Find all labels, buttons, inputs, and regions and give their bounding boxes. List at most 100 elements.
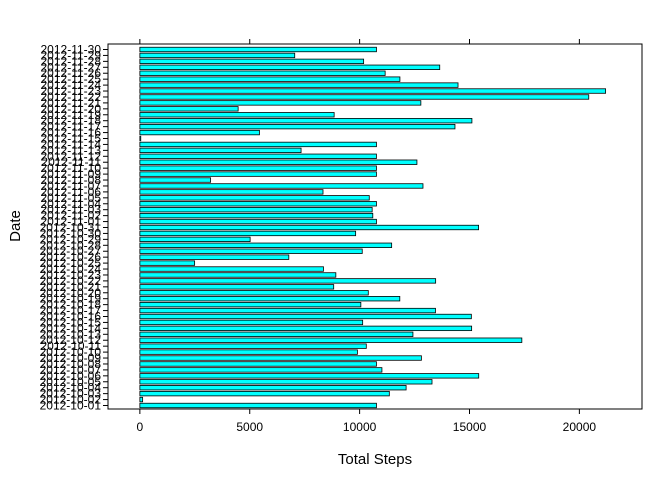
x-tick-label: 10000 [343,420,377,434]
bar [139,141,377,148]
y-tick-label: 2012-11-16 [41,126,102,140]
plot-frame [107,43,643,410]
bar [139,76,401,82]
bar [139,218,377,225]
bar [139,112,335,118]
bar [139,266,324,272]
y-tick-label: 2012-11-21 [41,96,102,110]
y-tick-label: 2012-11-05 [41,191,102,205]
bar [139,106,239,112]
y-tick-label: 2012-10-23 [40,268,102,282]
bar [139,195,370,201]
bar [139,402,377,409]
bar [139,313,472,320]
bar [139,278,437,284]
x-axis-ticks: 0 5000 10000 15000 20000 [137,39,596,434]
bar [139,224,479,231]
y-tick-label: 2012-11-18 [41,114,102,128]
bar [139,325,473,332]
bars-layer [139,46,607,409]
bar [139,390,390,397]
bar [139,46,377,53]
y-tick-label: 2012-10-01 [40,399,102,413]
y-tick-label: 2012-10-25 [40,256,102,270]
y-tick-label: 2012-10-09 [40,351,102,365]
bar [139,367,383,373]
y-tick-label: 2012-10-18 [40,298,102,312]
y-tick-label: 2012-10-06 [40,369,102,383]
bar [139,183,424,189]
y-tick-label: 2012-11-27 [41,60,102,74]
bar [139,361,377,367]
y-tick-label: 2012-11-12 [41,149,102,163]
x-axis-title: Total Steps [338,451,412,468]
y-tick-label: 2012-10-19 [40,292,102,306]
y-tick-label: 2012-10-12 [40,333,102,347]
bar [139,385,407,391]
bar [139,379,433,385]
bar [139,82,459,88]
bar [139,58,365,65]
y-tick-label: 2012-11-01 [41,215,102,229]
y-tick-label: 2012-10-26 [40,250,102,264]
y-tick-label: 2012-10-07 [40,363,102,377]
bar [139,88,607,94]
y-tick-label: 2012-10-21 [40,280,102,294]
bar [139,242,393,248]
bar [139,349,358,355]
bar [139,248,363,254]
y-tick-label: 2012-10-11 [41,339,102,353]
bar [139,177,212,183]
bar [139,70,386,76]
x-tick-label: 15000 [453,420,487,434]
y-tick-label: 2012-11-17 [41,120,102,134]
y-tick-label: 2012-10-13 [40,327,102,341]
y-tick-label: 2012-11-15 [41,132,102,146]
y-tick-label: 2012-11-10 [41,161,102,175]
bar [139,207,373,213]
y-tick-label: 2012-11-19 [41,108,102,122]
bar [139,135,142,142]
bar [139,337,523,343]
y-tick-label: 2012-11-14 [41,137,102,151]
y-tick-label: 2012-10-05 [40,375,102,389]
y-tick-label: 2012-10-10 [40,345,102,359]
x-tick-label: 0 [137,420,144,434]
y-tick-label: 2012-10-17 [40,304,102,318]
bar [139,343,367,349]
y-tick-label: 2012-11-22 [41,90,102,104]
bar [139,171,377,177]
bar [139,296,401,302]
y-tick-label: 2012-10-04 [40,381,102,395]
bar [139,260,196,266]
y-tick-label: 2012-11-30 [41,43,102,57]
bar [139,129,260,136]
y-axis-ticks: 2012-10-012012-10-022012-10-032012-10-04… [40,43,108,413]
y-axis-title: Date [7,210,24,242]
bar [139,373,480,379]
bar [139,94,590,100]
y-tick-label: 2012-10-28 [40,238,102,252]
y-tick-label: 2012-11-25 [41,72,102,86]
bar [139,254,290,260]
y-tick-label: 2012-10-27 [40,244,102,258]
y-tick-label: 2012-10-16 [40,310,102,324]
y-tick-label: 2012-11-06 [41,185,102,199]
y-tick-label: 2012-10-02 [40,393,102,407]
bar [139,301,362,308]
y-tick-label: 2012-10-08 [40,357,102,371]
y-tick-label: 2012-10-31 [40,221,102,235]
bar [139,230,357,237]
y-tick-label: 2012-11-02 [41,209,102,223]
bar [139,319,364,326]
bar [139,165,377,171]
bar [139,331,414,337]
bar [139,307,436,314]
y-tick-label: 2012-10-22 [40,274,102,288]
bar [139,272,337,278]
y-tick-label: 2012-11-09 [41,167,102,181]
y-tick-label: 2012-11-24 [41,78,102,92]
y-tick-label: 2012-10-29 [40,232,102,246]
bar [139,153,377,159]
